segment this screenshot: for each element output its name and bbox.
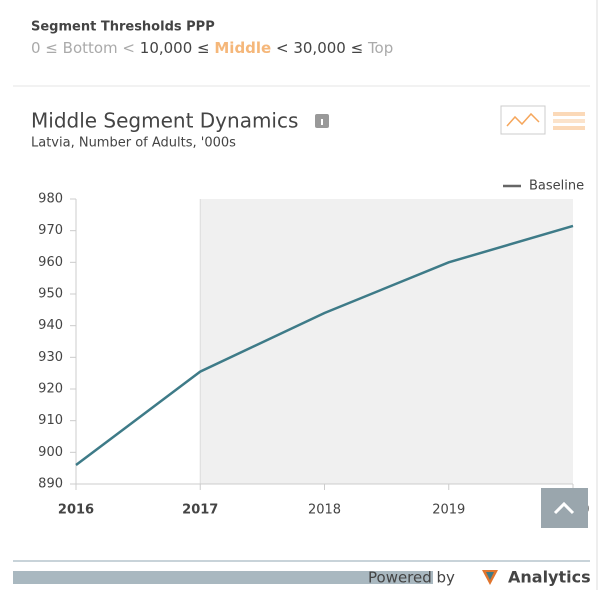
chart: 890 900 910 920 930 940 950 960 970 980 2016 2017 20… <box>38 179 589 518</box>
threshold-part: Middle <box>214 39 271 57</box>
threshold-part: < 30,000 ≤ <box>271 39 368 57</box>
scroll-top-button[interactable] <box>541 488 588 528</box>
info-glyph <box>321 119 323 125</box>
table-view-button[interactable] <box>553 112 585 130</box>
table-icon-row <box>553 112 585 116</box>
threshold-part: 10,000 ≤ <box>140 39 215 57</box>
x-tick-label: 2018 <box>308 503 341 518</box>
line-view-button[interactable] <box>500 105 546 135</box>
x-tick-label: 2019 <box>432 503 465 518</box>
line-icon <box>506 112 540 127</box>
x-tick-label: 2016 <box>58 503 94 518</box>
y-tick-label: 920 <box>38 382 63 397</box>
y-tick-label: 900 <box>38 445 63 460</box>
chart-subtitle: Latvia, Number of Adults, '000s <box>31 136 236 151</box>
y-tick-label: 940 <box>38 318 63 333</box>
table-icon-row <box>553 126 585 130</box>
y-tick-label: 930 <box>38 350 63 365</box>
y-tick-label: 910 <box>38 413 63 428</box>
footer-bar <box>13 571 433 584</box>
y-tick-label: 960 <box>38 255 63 270</box>
y-tick-label: 980 <box>38 192 63 207</box>
thresholds: 0 ≤ Bottom < 10,000 ≤ Middle < 30,000 ≤ … <box>31 39 393 57</box>
threshold-part: 0 ≤ Bottom < <box>31 39 140 57</box>
brand-logo-inner <box>486 572 494 580</box>
chart-title: Middle Segment Dynamics <box>31 109 298 133</box>
header-title: Segment Thresholds PPP <box>31 20 215 35</box>
table-icon-row <box>553 119 585 123</box>
y-tick-label: 950 <box>38 287 63 302</box>
legend-label: Baseline <box>529 179 584 194</box>
series-line <box>75 224 574 466</box>
powered-by: Powered by <box>368 569 455 587</box>
threshold-part: Top <box>367 39 393 57</box>
chevron-up <box>553 501 575 515</box>
y-tick-label: 970 <box>38 223 63 238</box>
brand: Analytics <box>508 568 591 587</box>
x-tick-label: 2017 <box>182 503 218 518</box>
y-tick-label: 890 <box>38 477 63 492</box>
